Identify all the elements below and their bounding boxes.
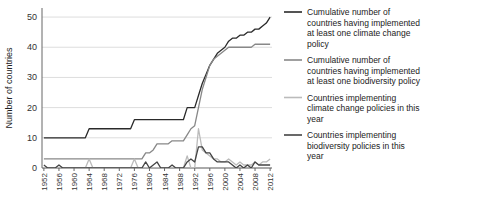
x-tick-label: 1968: [100, 172, 109, 190]
y-tick-label: 20: [27, 103, 37, 113]
x-tick: [194, 168, 195, 171]
x-tick: [119, 168, 120, 171]
series-line: [44, 17, 270, 138]
x-tick: [239, 168, 240, 171]
x-tick-label: 1988: [176, 172, 185, 190]
x-tick-label: 1992: [191, 172, 200, 190]
series-line: [44, 44, 270, 159]
axes: 0 10 20 30 40 50 1952 1956 1960 1964 1968 1972 1976 1…: [27, 8, 275, 191]
x-tick: [104, 168, 105, 171]
x-tick: [149, 168, 150, 171]
y-tick-label: 0: [32, 163, 37, 173]
y-axis-label: Number of countries: [4, 47, 14, 129]
x-tick-label: 1956: [55, 172, 64, 190]
y-axis-line: [42, 8, 43, 168]
x-tick: [255, 168, 256, 171]
x-tick-label: 1980: [145, 172, 154, 190]
legend-swatch: [284, 11, 302, 13]
x-tick-label: 2000: [221, 172, 230, 190]
legend-label: Countries implementingclimate change pol…: [307, 93, 419, 124]
legend-swatch: [284, 59, 302, 61]
legend: Cumulative number ofcountries having imp…: [284, 7, 421, 161]
legend-label: Cumulative number ofcountries having imp…: [307, 55, 421, 86]
x-tick: [224, 168, 225, 171]
x-tick: [43, 168, 44, 171]
y-tick-label: 40: [27, 42, 37, 52]
x-tick: [58, 168, 59, 171]
x-tick-label: 1984: [161, 172, 170, 190]
y-tick-label: 10: [27, 133, 37, 143]
x-tick: [209, 168, 210, 171]
x-tick-label: 1996: [206, 172, 215, 190]
x-tick-label: 1960: [70, 172, 79, 190]
legend-swatch: [284, 134, 302, 136]
grid-line: [42, 17, 272, 18]
grid: [42, 17, 272, 168]
series-line: [44, 147, 270, 168]
grid-line: [42, 107, 272, 108]
lines: [44, 17, 270, 168]
chart: 0 10 20 30 40 50 1952 1956 1960 1964 1968 1972 1976 1…: [0, 0, 500, 200]
x-tick-label: 1976: [130, 172, 139, 190]
x-tick-label: 2004: [236, 172, 245, 190]
x-tick: [74, 168, 75, 171]
legend-swatch: [284, 97, 302, 99]
x-tick: [134, 168, 135, 171]
x-tick: [164, 168, 165, 171]
x-tick-label: 2008: [251, 172, 260, 190]
x-tick-label: 1972: [115, 172, 124, 190]
x-tick: [270, 168, 271, 171]
x-tick-label: 1964: [85, 172, 94, 190]
x-tick-label: 2012: [266, 172, 275, 190]
grid-line: [42, 77, 272, 78]
x-tick: [179, 168, 180, 171]
y-tick-label: 50: [27, 12, 37, 22]
y-tick-label: 30: [27, 72, 37, 82]
legend-label: Cumulative number ofcountries having imp…: [307, 7, 420, 49]
series-line: [44, 129, 270, 168]
x-tick: [89, 168, 90, 171]
x-tick-label: 1952: [40, 172, 49, 190]
legend-label: Countries implementingbiodiversity polic…: [307, 130, 405, 161]
